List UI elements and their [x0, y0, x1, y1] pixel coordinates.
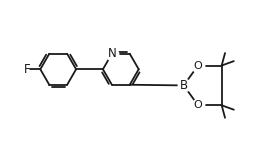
Text: N: N — [108, 47, 116, 60]
Text: O: O — [194, 60, 203, 71]
Text: F: F — [23, 63, 30, 76]
Text: O: O — [194, 100, 203, 110]
Text: B: B — [180, 79, 188, 92]
